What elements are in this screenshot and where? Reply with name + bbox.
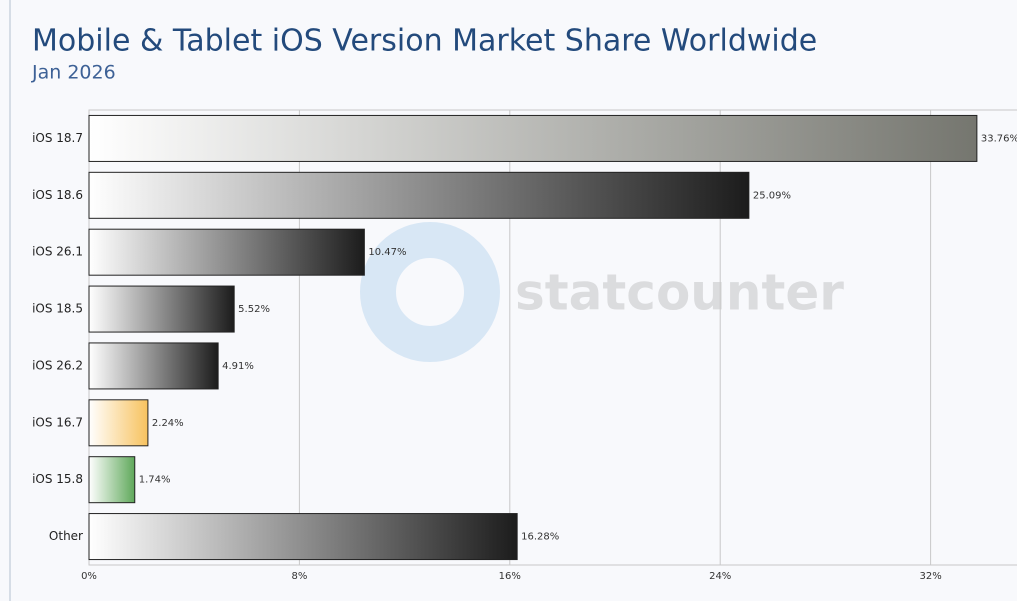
- bar: [88, 228, 365, 276]
- bar: [88, 171, 750, 219]
- bar: [88, 399, 149, 447]
- value-label: 1.74%: [139, 475, 171, 486]
- x-tick-label: 0%: [81, 571, 97, 582]
- value-label: 4.91%: [222, 361, 254, 372]
- value-label: 5.52%: [238, 304, 270, 315]
- y-tick-label: iOS 26.1: [32, 245, 83, 259]
- bar: [88, 285, 235, 333]
- y-tick-label: Other: [49, 529, 83, 543]
- x-tick-label: 32%: [919, 571, 941, 582]
- value-label: 10.47%: [368, 247, 406, 258]
- value-label: 33.76%: [981, 133, 1017, 144]
- x-tick-label: 8%: [291, 571, 307, 582]
- value-label: 2.24%: [152, 418, 184, 429]
- y-tick-label: iOS 18.7: [32, 131, 83, 145]
- chart-subtitle: Jan 2026: [31, 62, 116, 84]
- value-label: 25.09%: [753, 190, 791, 201]
- y-tick-label: iOS 18.5: [32, 302, 83, 316]
- bar: [88, 342, 219, 390]
- x-tick-label: 16%: [499, 571, 521, 582]
- bar: [88, 456, 136, 504]
- y-tick-label: iOS 18.6: [32, 188, 83, 202]
- bar: [88, 114, 978, 162]
- y-tick-label: iOS 16.7: [32, 415, 83, 429]
- y-tick-label: iOS 26.2: [32, 358, 83, 372]
- value-label: 16.28%: [521, 532, 559, 543]
- y-tick-label: iOS 15.8: [32, 472, 83, 486]
- chart-title: Mobile & Tablet iOS Version Market Share…: [32, 24, 817, 59]
- x-tick-label: 24%: [709, 571, 731, 582]
- watermark-text: statcounter: [515, 264, 844, 322]
- watermark: statcounter: [360, 222, 844, 362]
- bar: [88, 513, 518, 561]
